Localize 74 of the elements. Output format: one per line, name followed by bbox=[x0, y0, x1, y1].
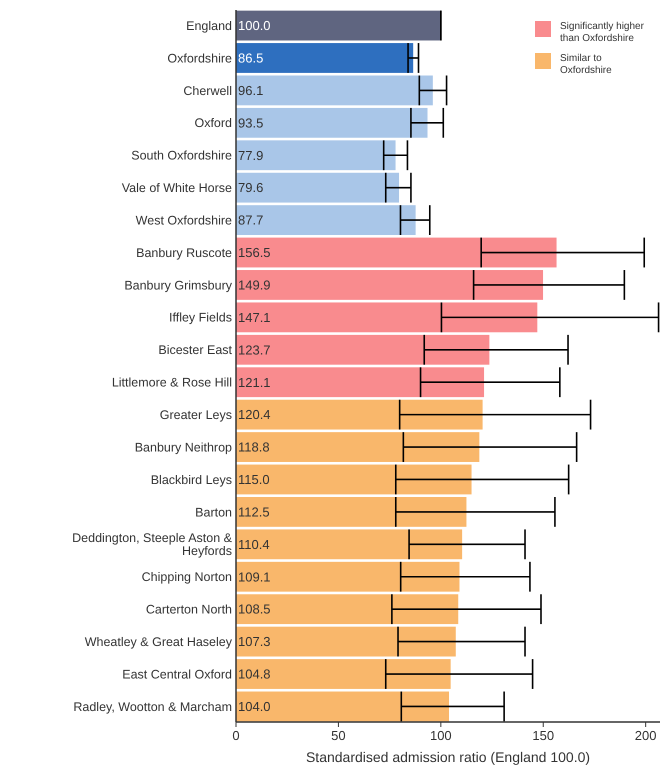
bar bbox=[236, 43, 414, 73]
data-label: 149.9 bbox=[238, 277, 271, 292]
data-label: 104.8 bbox=[238, 666, 271, 682]
y-tick-label: Iffley Fields bbox=[169, 310, 232, 325]
bar bbox=[236, 367, 484, 398]
data-label: 100.0 bbox=[238, 18, 271, 34]
bar bbox=[236, 432, 480, 462]
bar bbox=[236, 75, 433, 106]
data-label: 112.5 bbox=[238, 504, 270, 520]
data-label: 121.1 bbox=[238, 374, 271, 390]
bar bbox=[236, 108, 428, 138]
bar bbox=[236, 238, 557, 268]
bar bbox=[236, 464, 472, 494]
data-label: 86.5 bbox=[238, 50, 264, 66]
y-tick-label: Banbury Grimsbury bbox=[124, 278, 233, 292]
y-tick-label: West Oxfordshire bbox=[136, 213, 232, 228]
x-axis-title: Standardised admission ratio (England 100.0) bbox=[306, 749, 590, 765]
x-tick-label: 0 bbox=[232, 728, 240, 743]
bar bbox=[236, 496, 466, 527]
data-label: 108.5 bbox=[238, 602, 271, 617]
y-tick-label: Barton bbox=[195, 505, 232, 520]
bar bbox=[236, 205, 416, 236]
data-label: 93.5 bbox=[238, 115, 264, 130]
bar bbox=[236, 659, 451, 689]
data-label: 147.1 bbox=[238, 310, 271, 325]
y-tick-label: Bicester East bbox=[158, 343, 233, 358]
data-label: 107.3 bbox=[238, 634, 271, 650]
data-label: 120.4 bbox=[238, 407, 271, 422]
bar bbox=[236, 302, 538, 332]
data-label: 123.7 bbox=[238, 342, 271, 358]
y-tick-label: Greater Leys bbox=[160, 408, 232, 422]
y-tick-label: Cherwell bbox=[183, 84, 232, 98]
legend-label: Significantly higher than Oxfordshire bbox=[560, 21, 645, 44]
y-tick-label: Oxford bbox=[194, 116, 232, 130]
bar bbox=[236, 334, 490, 365]
y-tick-label: Oxfordshire bbox=[167, 51, 232, 66]
y-tick-label: Banbury Ruscote bbox=[136, 246, 232, 260]
y-tick-label: Radley, Wootton & Marcham bbox=[73, 700, 232, 714]
data-label: 110.4 bbox=[238, 536, 270, 552]
x-tick-label: 100 bbox=[430, 728, 452, 743]
data-label: 104.0 bbox=[238, 698, 271, 714]
x-tick-label: 150 bbox=[532, 728, 554, 743]
y-tick-label: East Central Oxford bbox=[122, 667, 232, 682]
x-tick-label: 50 bbox=[331, 728, 346, 743]
y-tick-label: Vale of White Horse bbox=[122, 181, 232, 196]
bar bbox=[236, 692, 450, 722]
y-tick-label: South Oxfordshire bbox=[131, 148, 232, 163]
data-label: 87.7 bbox=[238, 212, 264, 228]
data-label: 96.1 bbox=[238, 82, 264, 98]
data-label: 109.1 bbox=[238, 569, 271, 584]
bar bbox=[236, 400, 483, 430]
bar bbox=[236, 562, 460, 592]
bar bbox=[236, 172, 400, 203]
bar bbox=[236, 594, 458, 624]
bar bbox=[236, 10, 441, 40]
bar bbox=[236, 140, 396, 170]
bar bbox=[236, 270, 544, 300]
x-tick-label: 200 bbox=[634, 728, 657, 743]
legend-label: Similar to Oxfordshire bbox=[560, 53, 612, 76]
y-tick-label: England bbox=[186, 18, 232, 33]
data-label: 77.9 bbox=[238, 148, 264, 163]
bar bbox=[236, 529, 462, 560]
y-tick-label: Carterton North bbox=[146, 602, 232, 617]
y-tick-label: Blackbird Leys bbox=[150, 472, 232, 487]
y-tick-label: Deddington, Steeple Aston & Heyfords bbox=[72, 531, 233, 558]
data-label: 118.8 bbox=[238, 440, 270, 455]
y-tick-label: Banbury Neithrop bbox=[134, 440, 232, 454]
y-tick-label: Chipping Norton bbox=[142, 570, 232, 584]
data-label: 156.5 bbox=[238, 245, 271, 260]
y-tick-label: Littlemore & Rose Hill bbox=[112, 376, 232, 390]
data-label: 79.6 bbox=[238, 180, 264, 196]
bar bbox=[236, 626, 456, 657]
data-label: 115.0 bbox=[238, 472, 270, 488]
y-tick-label: Wheatley & Great Haseley bbox=[84, 634, 233, 649]
